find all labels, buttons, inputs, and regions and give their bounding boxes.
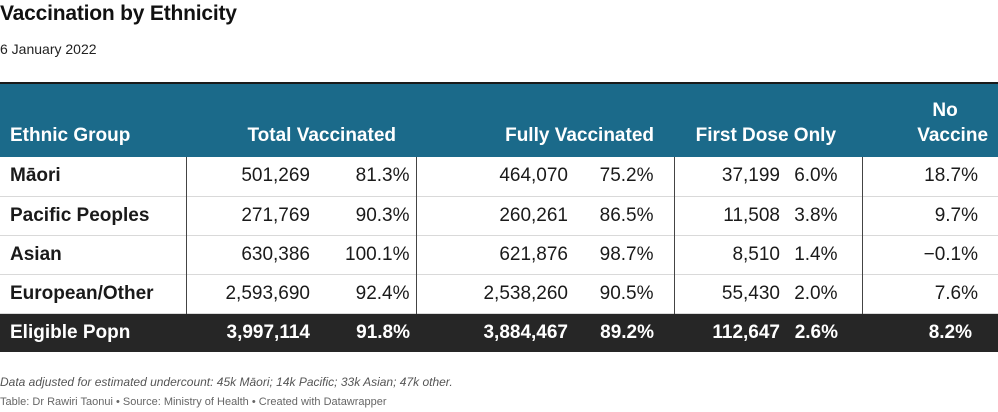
cell-total-n: 2,593,690 xyxy=(185,274,310,313)
cell-total-p: 81.3% xyxy=(355,165,410,187)
cell-fully-p: 90.5% xyxy=(599,282,654,304)
cell-first-n: 55,430 xyxy=(673,274,780,313)
cell-first-n: 8,510 xyxy=(673,235,780,274)
cell-fully-n: 260,261 xyxy=(415,196,568,235)
cell-first-p: 6.0% xyxy=(794,165,838,187)
cell-first-n: 11,508 xyxy=(673,196,780,235)
header-no-vaccine-line1: No xyxy=(932,100,958,121)
cell-fully-n: 2,538,260 xyxy=(415,274,568,313)
header-fully-vaccinated: Fully Vaccinated xyxy=(505,125,654,146)
cell-total-p: 91.8% xyxy=(356,321,410,343)
cell-group: Eligible Popn xyxy=(10,321,131,343)
cell-no-vaccine: 9.7% xyxy=(861,196,998,235)
cell-fully-n: 621,876 xyxy=(415,235,568,274)
table-row: Asian 630,386 100.1% 621,876 98.7% 8,510… xyxy=(0,235,998,274)
cell-group: European/Other xyxy=(10,282,154,304)
cell-fully-n: 464,070 xyxy=(415,157,568,196)
cell-total-p: 100.1% xyxy=(345,243,410,265)
cell-total-p: 90.3% xyxy=(355,204,410,226)
table-row: European/Other 2,593,690 92.4% 2,538,260… xyxy=(0,274,998,313)
cell-first-p: 3.8% xyxy=(794,204,838,226)
chart-subtitle: 6 January 2022 xyxy=(0,41,97,57)
header-ethnic-group: Ethnic Group xyxy=(10,125,131,146)
table-row: Māori 501,269 81.3% 464,070 75.2% 37,199… xyxy=(0,157,998,196)
cell-total-n: 630,386 xyxy=(185,235,310,274)
cell-no-vaccine: 8.2% xyxy=(928,321,973,343)
cell-no-vaccine: 7.6% xyxy=(861,274,998,313)
cell-first-p: 2.6% xyxy=(794,321,839,343)
cell-fully-p: 75.2% xyxy=(599,165,654,187)
cell-no-vaccine: 18.7% xyxy=(861,157,998,196)
header-total-vaccinated: Total Vaccinated xyxy=(247,125,396,146)
cell-no-vaccine: −0.1% xyxy=(861,235,998,274)
cell-fully-n: 3,884,467 xyxy=(483,321,568,343)
source-line: Table: Dr Rawiri Taonui • Source: Minist… xyxy=(0,396,387,408)
cell-total-n: 501,269 xyxy=(185,157,310,196)
footnote: Data adjusted for estimated undercount: … xyxy=(0,375,453,389)
cell-first-p: 2.0% xyxy=(794,282,838,304)
cell-total-n: 3,997,114 xyxy=(226,321,310,343)
header-no-vaccine: No Vaccine xyxy=(862,83,998,157)
table-header-row: Ethnic Group Total Vaccinated Fully Vacc… xyxy=(0,83,998,157)
cell-first-p: 1.4% xyxy=(794,243,838,265)
cell-group: Pacific Peoples xyxy=(10,204,150,226)
cell-first-n: 112,647 xyxy=(712,321,780,343)
cell-fully-p: 86.5% xyxy=(599,204,654,226)
table-row: Pacific Peoples 271,769 90.3% 260,261 86… xyxy=(0,196,998,235)
cell-first-n: 37,199 xyxy=(673,157,780,196)
cell-fully-p: 89.2% xyxy=(600,321,654,343)
cell-fully-p: 98.7% xyxy=(599,243,654,265)
cell-group: Māori xyxy=(10,165,61,187)
chart-title: Vaccination by Ethnicity xyxy=(0,2,237,25)
cell-total-n: 271,769 xyxy=(185,196,310,235)
table-total-row: Eligible Popn 3,997,114 91.8% 3,884,467 … xyxy=(0,313,998,352)
header-first-dose-only: First Dose Only xyxy=(695,125,837,146)
vaccination-table: Ethnic Group Total Vaccinated Fully Vacc… xyxy=(0,82,998,352)
cell-group: Asian xyxy=(10,243,62,265)
header-no-vaccine-line2: Vaccine xyxy=(917,125,989,146)
cell-total-p: 92.4% xyxy=(355,282,410,304)
